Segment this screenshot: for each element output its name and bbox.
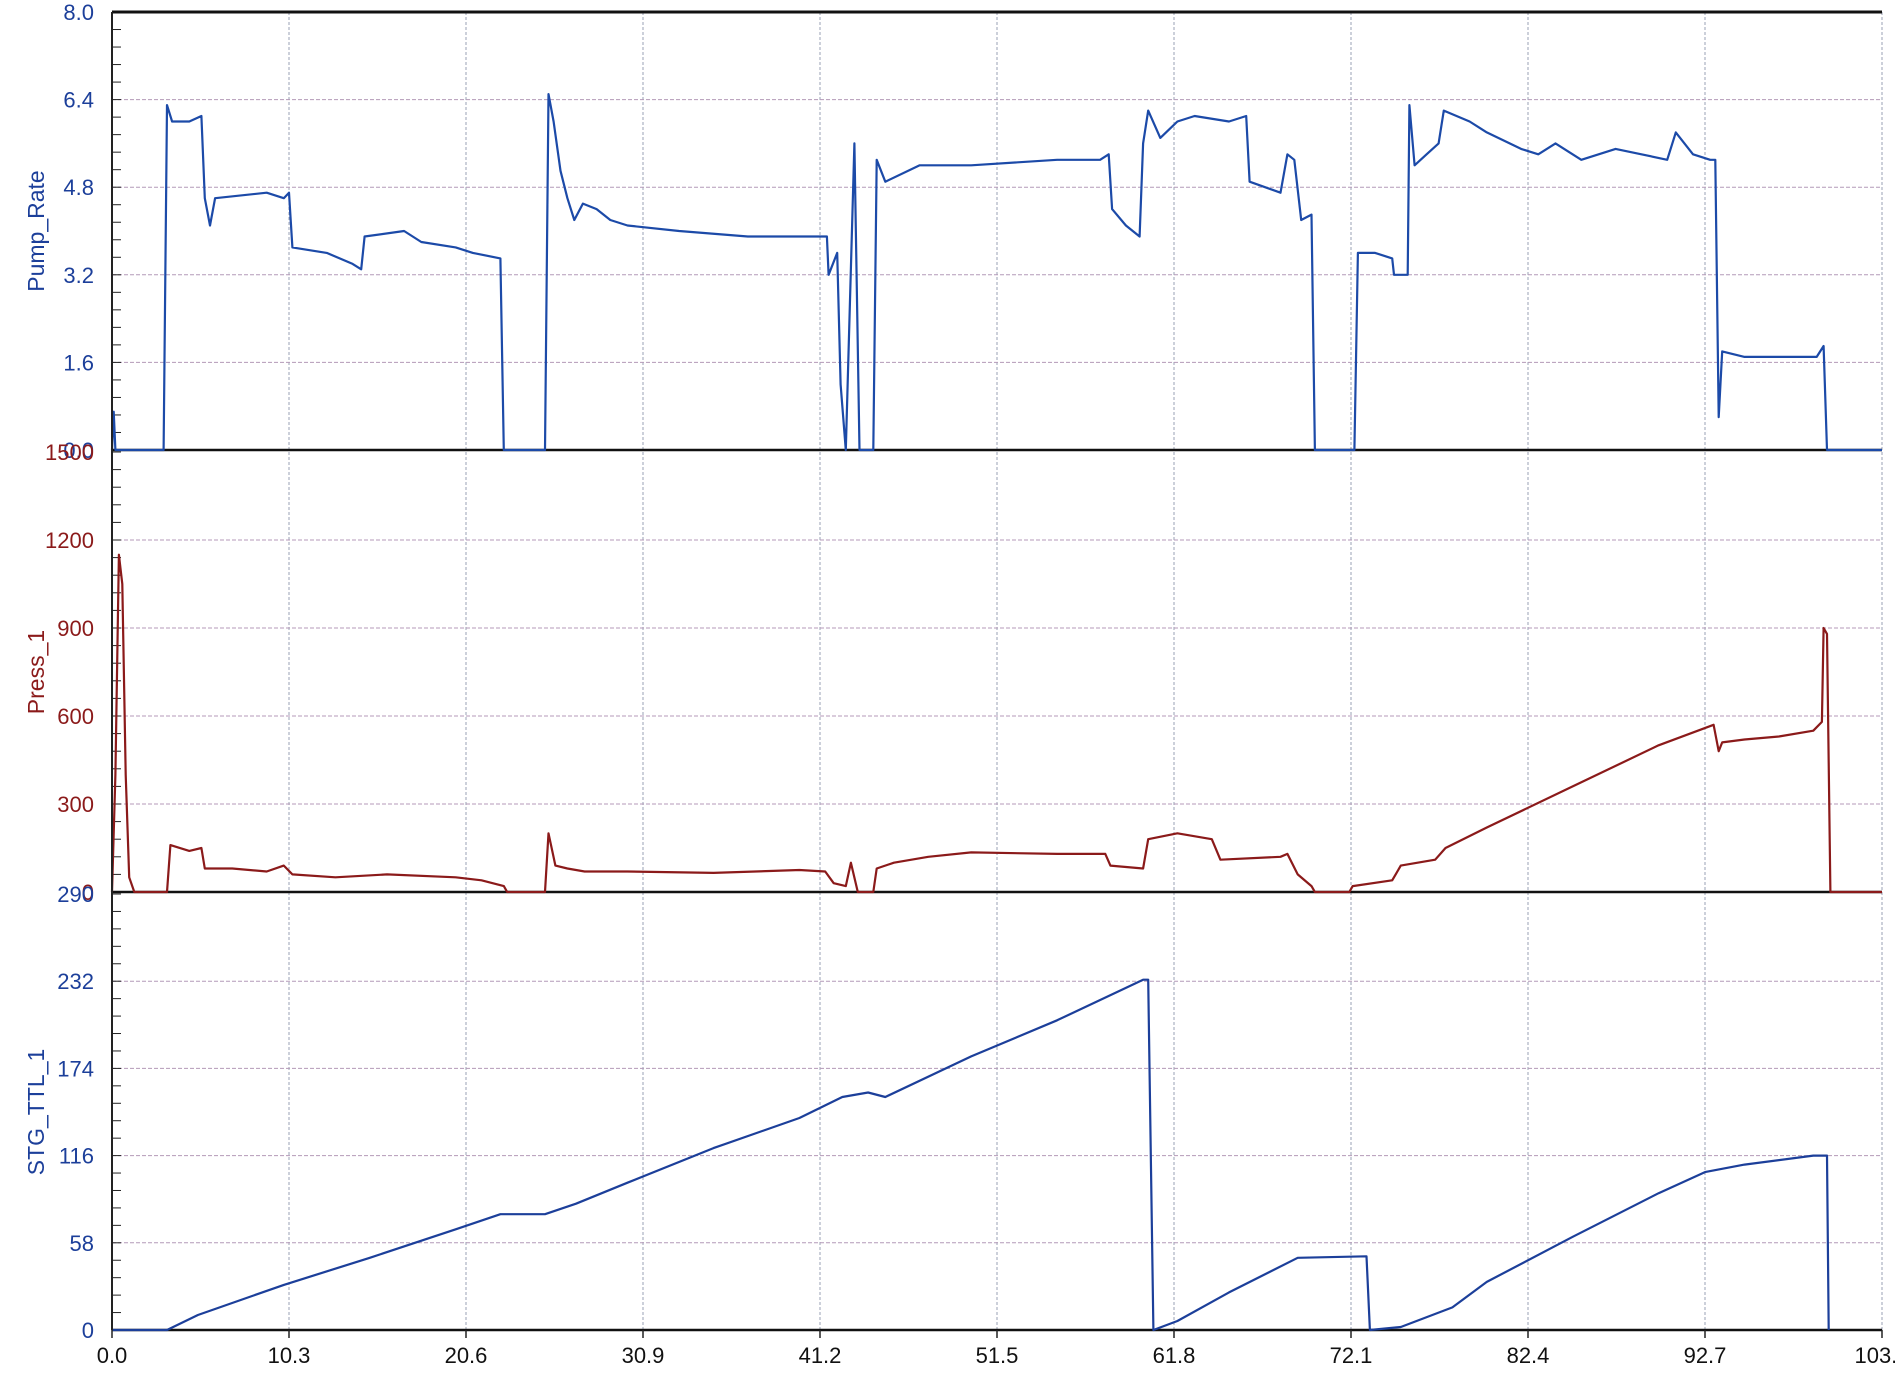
y-axis-title: Press_1 (23, 630, 49, 714)
y-tick-label: 174 (57, 1056, 94, 1081)
y-tick-label: 600 (57, 704, 94, 729)
y-tick-label: 300 (57, 792, 94, 817)
x-tick-label: 41.2 (799, 1343, 842, 1368)
x-tick-label: 30.9 (622, 1343, 665, 1368)
y-tick-label: 6.4 (63, 88, 94, 113)
x-tick-label: 92.7 (1684, 1343, 1727, 1368)
y-tick-label: 4.8 (63, 175, 94, 200)
y-tick-label: 0.0 (63, 438, 94, 463)
y-tick-label: 116 (59, 1144, 94, 1169)
y-tick-label: 0 (82, 880, 94, 905)
y-tick-label: 1200 (45, 528, 94, 553)
x-tick-label: 72.1 (1330, 1343, 1373, 1368)
y-tick-label: 8.0 (63, 0, 94, 25)
y-tick-label: 1.6 (63, 350, 94, 375)
y-axis-title: STG_TTL_1 (23, 1049, 49, 1176)
y-tick-label: 3.2 (63, 263, 94, 288)
y-tick-label: 900 (57, 616, 94, 641)
x-tick-label: 51.5 (976, 1343, 1019, 1368)
x-tick-label: 10.3 (268, 1343, 311, 1368)
y-tick-label: 1500 (45, 440, 94, 465)
y-axis-title: Pump_Rate (23, 170, 49, 291)
y-tick-label: 232 (57, 969, 94, 994)
x-tick-label: 103.0 (1854, 1343, 1895, 1368)
y-tick-label: 290 (57, 882, 94, 907)
x-tick-label: 61.8 (1153, 1343, 1196, 1368)
x-tick-label: 82.4 (1507, 1343, 1550, 1368)
x-tick-label: 20.6 (445, 1343, 488, 1368)
series-line-press_1 (110, 553, 1882, 894)
series-line-pump_rate (110, 93, 1882, 452)
y-tick-label: 0 (82, 1318, 94, 1343)
y-tick-label: 58 (70, 1231, 94, 1256)
series-line-stg_ttl_1 (112, 978, 1830, 1332)
x-tick-label: 0.0 (97, 1343, 128, 1368)
